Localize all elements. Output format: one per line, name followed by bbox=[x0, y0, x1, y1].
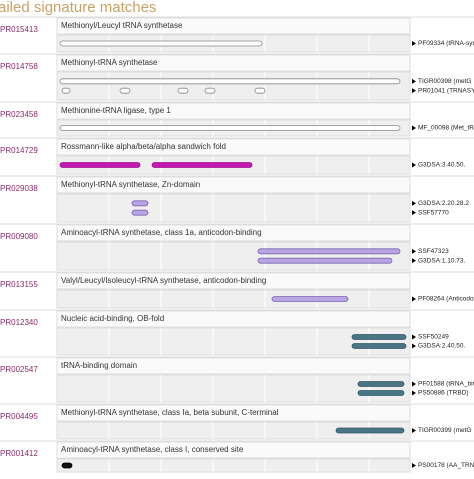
track-area bbox=[56, 241, 411, 271]
match-bar bbox=[357, 381, 405, 387]
entry-title: Aminoacyl-tRNA synthetase, class 1a, ant… bbox=[61, 228, 262, 237]
entry-id: PR014729 bbox=[0, 146, 38, 155]
track-label: PF09334 (tRNA-synt bbox=[418, 40, 474, 47]
entry-title: Methionyl-tRNA synthetase, class Ia, bet… bbox=[61, 408, 279, 417]
title-band bbox=[56, 54, 411, 72]
entry-title: Methionyl-tRNA synthetase bbox=[61, 58, 158, 67]
match-bar bbox=[131, 200, 149, 207]
track-area bbox=[56, 327, 411, 356]
label-marker bbox=[412, 428, 416, 433]
entry-id: PR002547 bbox=[0, 365, 38, 374]
track-area bbox=[56, 458, 411, 473]
label-marker bbox=[412, 463, 416, 468]
title-band bbox=[56, 102, 411, 120]
title-band bbox=[56, 176, 411, 194]
match-bar bbox=[254, 87, 266, 94]
entry-title: Methionyl/Leucyl tRNA synthetase bbox=[61, 21, 183, 30]
match-bar bbox=[351, 334, 407, 340]
entry-id: PR004495 bbox=[0, 412, 38, 421]
track-label: TIGR00398 (metG bbox=[418, 78, 471, 85]
label-marker bbox=[412, 381, 416, 387]
label-marker bbox=[412, 125, 416, 131]
entry-id: PR015413 bbox=[0, 25, 38, 34]
track-area bbox=[56, 193, 411, 223]
label-marker bbox=[412, 334, 416, 340]
label-marker bbox=[412, 258, 416, 264]
entry-id: PR014758 bbox=[0, 62, 38, 71]
entry-id: PR012340 bbox=[0, 318, 38, 327]
label-marker bbox=[412, 200, 416, 206]
match-bar bbox=[59, 125, 401, 131]
title-band bbox=[56, 404, 411, 422]
entry-title: Valyl/Leucyl/Isoleucyl-tRNA synthetase, … bbox=[61, 276, 266, 285]
match-bar bbox=[335, 427, 405, 434]
match-bar bbox=[257, 248, 401, 255]
track-area bbox=[56, 289, 411, 309]
match-bar bbox=[131, 209, 149, 216]
entry-id: PR009080 bbox=[0, 232, 38, 241]
track-label: G3DSA:3.40.50. bbox=[418, 162, 466, 169]
entry-title: Nucleic acid-binding, OB-fold bbox=[61, 314, 164, 323]
track-area bbox=[56, 421, 411, 440]
match-bar bbox=[271, 296, 349, 302]
title-band bbox=[56, 357, 411, 375]
entry-id: PR029038 bbox=[0, 184, 38, 193]
track-label: SSF57770 bbox=[418, 209, 449, 216]
title-band bbox=[56, 272, 411, 290]
match-bar bbox=[257, 257, 393, 264]
track-label: PS50886 (TRBD) bbox=[418, 390, 469, 397]
title-band bbox=[56, 310, 411, 328]
label-marker bbox=[412, 88, 416, 94]
entry-id: PR013155 bbox=[0, 280, 38, 289]
entry-title: Rossmann-like alpha/beta/alpha sandwich … bbox=[61, 142, 226, 151]
match-bar bbox=[351, 343, 407, 349]
match-bar bbox=[61, 462, 73, 469]
match-bar bbox=[59, 40, 263, 47]
track-label: PS00178 (AA_TRNA bbox=[418, 462, 474, 469]
track-label: PR01041 (TRNASYN bbox=[418, 87, 474, 94]
track-label: G3DSA:2.40.50. bbox=[418, 343, 466, 350]
track-label: G3DSA:2.20.28.2 bbox=[418, 200, 469, 207]
entry-title: Aminoacyl-tRNA synthetase, class I, cons… bbox=[61, 445, 244, 454]
entry-id: PR001412 bbox=[0, 449, 38, 458]
track-area bbox=[56, 71, 411, 101]
track-area bbox=[56, 374, 411, 403]
label-marker bbox=[412, 41, 416, 46]
track-label: G3DSA:1.10.73. bbox=[418, 257, 466, 264]
match-bar bbox=[357, 390, 405, 396]
label-marker bbox=[412, 78, 416, 84]
title-band bbox=[56, 138, 411, 156]
match-bar bbox=[59, 78, 401, 85]
match-bar bbox=[151, 162, 253, 168]
track-label: PF01588 (tRNA_bin bbox=[418, 381, 474, 388]
match-bar bbox=[61, 87, 71, 94]
label-marker bbox=[412, 296, 416, 302]
label-marker bbox=[412, 248, 416, 254]
match-bar bbox=[177, 87, 189, 94]
track-label: TIGR00399 (metG bbox=[418, 427, 471, 434]
label-marker bbox=[412, 210, 416, 216]
match-bar bbox=[204, 87, 216, 94]
track-label: PF08264 (Anticodo bbox=[418, 296, 474, 303]
title-band bbox=[56, 17, 411, 35]
label-marker bbox=[412, 390, 416, 396]
match-bar bbox=[119, 87, 131, 94]
entry-id: PR023458 bbox=[0, 110, 38, 119]
title-band bbox=[56, 224, 411, 242]
track-label: SSF50249 bbox=[418, 334, 449, 341]
title-band bbox=[56, 441, 411, 459]
match-bar bbox=[59, 162, 141, 168]
entry-title: Methionine-tRNA ligase, type 1 bbox=[61, 106, 171, 115]
label-marker bbox=[412, 343, 416, 349]
entry-title: Methionyl-tRNA synthetase, Zn-domain bbox=[61, 180, 200, 189]
entry-title: tRNA-binding domain bbox=[61, 361, 137, 370]
label-marker bbox=[412, 162, 416, 168]
track-label: MF_00098 (Met_tR bbox=[418, 125, 474, 132]
page-title: ailed signature matches bbox=[0, 0, 156, 16]
track-label: SSF47323 bbox=[418, 248, 449, 255]
